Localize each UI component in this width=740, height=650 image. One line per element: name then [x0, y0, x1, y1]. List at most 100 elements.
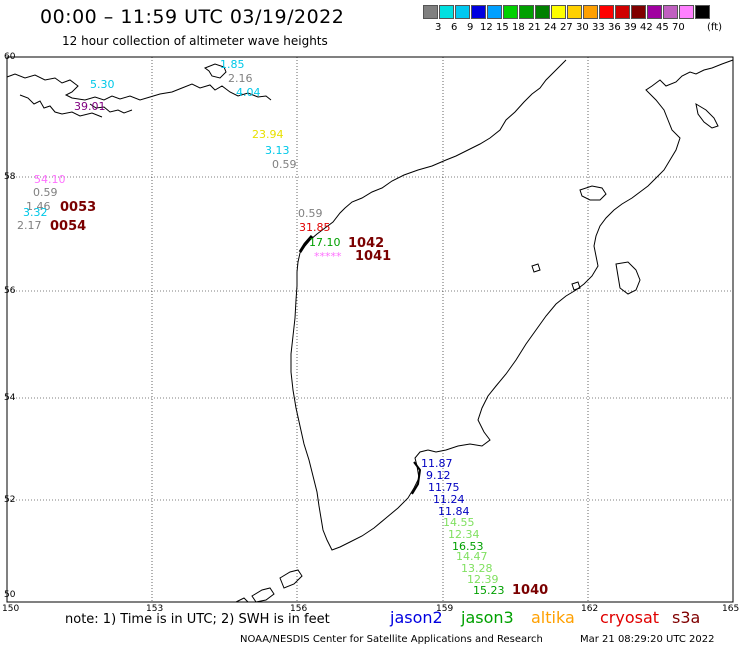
wave-height-label: 39.01 [74, 100, 106, 113]
coast-north-shore-2 [19, 94, 103, 118]
legend-tick-label: 70 [672, 22, 685, 33]
wave-height-label: 14.55 [443, 516, 475, 529]
coast-kuril-2 [251, 587, 275, 603]
lon-tick: 153 [146, 604, 164, 614]
lat-tick: 54 [4, 393, 16, 403]
coast-east-cape [615, 261, 641, 295]
page-subtitle: 12 hour collection of altimeter wave hei… [62, 34, 328, 48]
satellite-key-jason2: jason2 [390, 608, 443, 627]
legend-tick-label: 39 [624, 22, 637, 33]
pass-id-label: 1042 [348, 236, 385, 251]
wave-height-label: 0.59 [33, 186, 58, 199]
wave-height-label: 12.39 [467, 573, 499, 586]
lat-tick: 52 [4, 495, 16, 505]
legend-tick-label: 15 [496, 22, 509, 33]
legend-color-swatch [455, 5, 470, 19]
wave-height-label: 11.84 [438, 505, 470, 518]
coast-east-bay [695, 102, 719, 129]
legend-color-swatch [551, 5, 566, 19]
wave-height-label: 13.28 [461, 562, 493, 575]
coast-bay [89, 103, 133, 114]
coast-islet-1 [531, 263, 541, 273]
legend-tick-label: 9 [467, 22, 474, 33]
legend-tick-label: 42 [640, 22, 653, 33]
map-frame [6, 56, 734, 603]
footer-timestamp: Mar 21 08:29:20 UTC 2022 [580, 634, 715, 645]
wave-height-label: 0.59 [298, 207, 323, 220]
legend-color-swatch [679, 5, 694, 19]
legend-color-swatch [423, 5, 438, 19]
legend-tick-label: 3 [435, 22, 442, 33]
pass-id-label: 0053 [60, 200, 97, 215]
legend-color-swatch [503, 5, 518, 19]
legend-color-swatch [631, 5, 646, 19]
satellite-key-cryosat: cryosat [600, 608, 660, 627]
legend-color-swatch [471, 5, 486, 19]
wave-height-label: 3.13 [265, 144, 290, 157]
satellite-key-s3a: s3a [672, 608, 701, 627]
wave-height-label: 1.85 [220, 58, 245, 71]
wave-height-label: 11.87 [421, 457, 453, 470]
legend-tick-label: 30 [576, 22, 589, 33]
wave-height-label: 54.10 [34, 173, 66, 186]
legend-tick-label: 6 [451, 22, 458, 33]
legend-tick-label: 21 [528, 22, 541, 33]
legend-tick-label: 24 [544, 22, 557, 33]
coast-highlight [298, 235, 314, 253]
wave-height-label: 4.04 [236, 86, 261, 99]
coast-peninsula [579, 185, 607, 201]
footer-credit: NOAA/NESDIS Center for Satellite Applica… [240, 634, 543, 645]
wave-height-label: 31.85 [299, 221, 331, 234]
coastline [6, 59, 734, 603]
coast-kuril-1 [279, 569, 303, 589]
wave-height-label: 0.59 [272, 158, 297, 171]
legend-color-swatch [647, 5, 662, 19]
lon-tick: 165 [722, 604, 740, 614]
coast-east-kamchatka [427, 59, 734, 453]
legend-color-swatch [567, 5, 582, 19]
pass-id-label: 1040 [512, 583, 549, 598]
legend-tick-label: 33 [592, 22, 605, 33]
footnote: note: 1) Time is in UTC; 2) SWH is in fe… [65, 612, 330, 627]
wave-height-label: 9.12 [426, 469, 451, 482]
legend-color-swatch [599, 5, 614, 19]
lon-tick: 159 [436, 604, 454, 614]
legend-color-swatch [439, 5, 454, 19]
wave-height-label: 2.17 [17, 219, 42, 232]
coast-islet-2 [571, 281, 581, 291]
lon-tick: 156 [290, 604, 308, 614]
legend-color-swatch [519, 5, 534, 19]
graticule [7, 57, 733, 602]
lon-tick: 150 [2, 604, 20, 614]
coast-highlight-2 [411, 461, 422, 495]
satellite-key-altika: altika [531, 608, 575, 627]
lat-tick: 60 [4, 52, 16, 62]
legend-tick-label: 18 [512, 22, 525, 33]
wave-height-label: 12.34 [448, 528, 480, 541]
lat-tick: 50 [4, 590, 16, 600]
legend-tick-label: 12 [480, 22, 493, 33]
pass-id-label: 1041 [355, 249, 392, 264]
legend-color-swatch [535, 5, 550, 19]
legend-color-swatch [487, 5, 502, 19]
legend-tick-label: 36 [608, 22, 621, 33]
lat-tick: 56 [4, 286, 16, 296]
wave-height-label: 15.23 [473, 584, 505, 597]
wave-height-label: ***** [314, 250, 342, 263]
legend-tick-label: 45 [656, 22, 669, 33]
coast-inlet [203, 63, 227, 79]
legend-color-swatch [695, 5, 710, 19]
wave-height-label: 14.47 [456, 550, 488, 563]
wave-height-label: 2.16 [228, 72, 253, 85]
legend-unit: (ft) [707, 22, 723, 33]
legend-color-swatch [615, 5, 630, 19]
wave-height-label: 11.75 [428, 481, 460, 494]
pass-id-label: 0054 [50, 219, 87, 234]
lon-tick: 162 [581, 604, 599, 614]
coast-kuril-3 [235, 597, 250, 603]
wave-height-label: 23.94 [252, 128, 284, 141]
satellite-key-jason3: jason3 [461, 608, 514, 627]
wave-height-label: 17.10 [309, 236, 341, 249]
wave-height-label: 16.53 [452, 540, 484, 553]
